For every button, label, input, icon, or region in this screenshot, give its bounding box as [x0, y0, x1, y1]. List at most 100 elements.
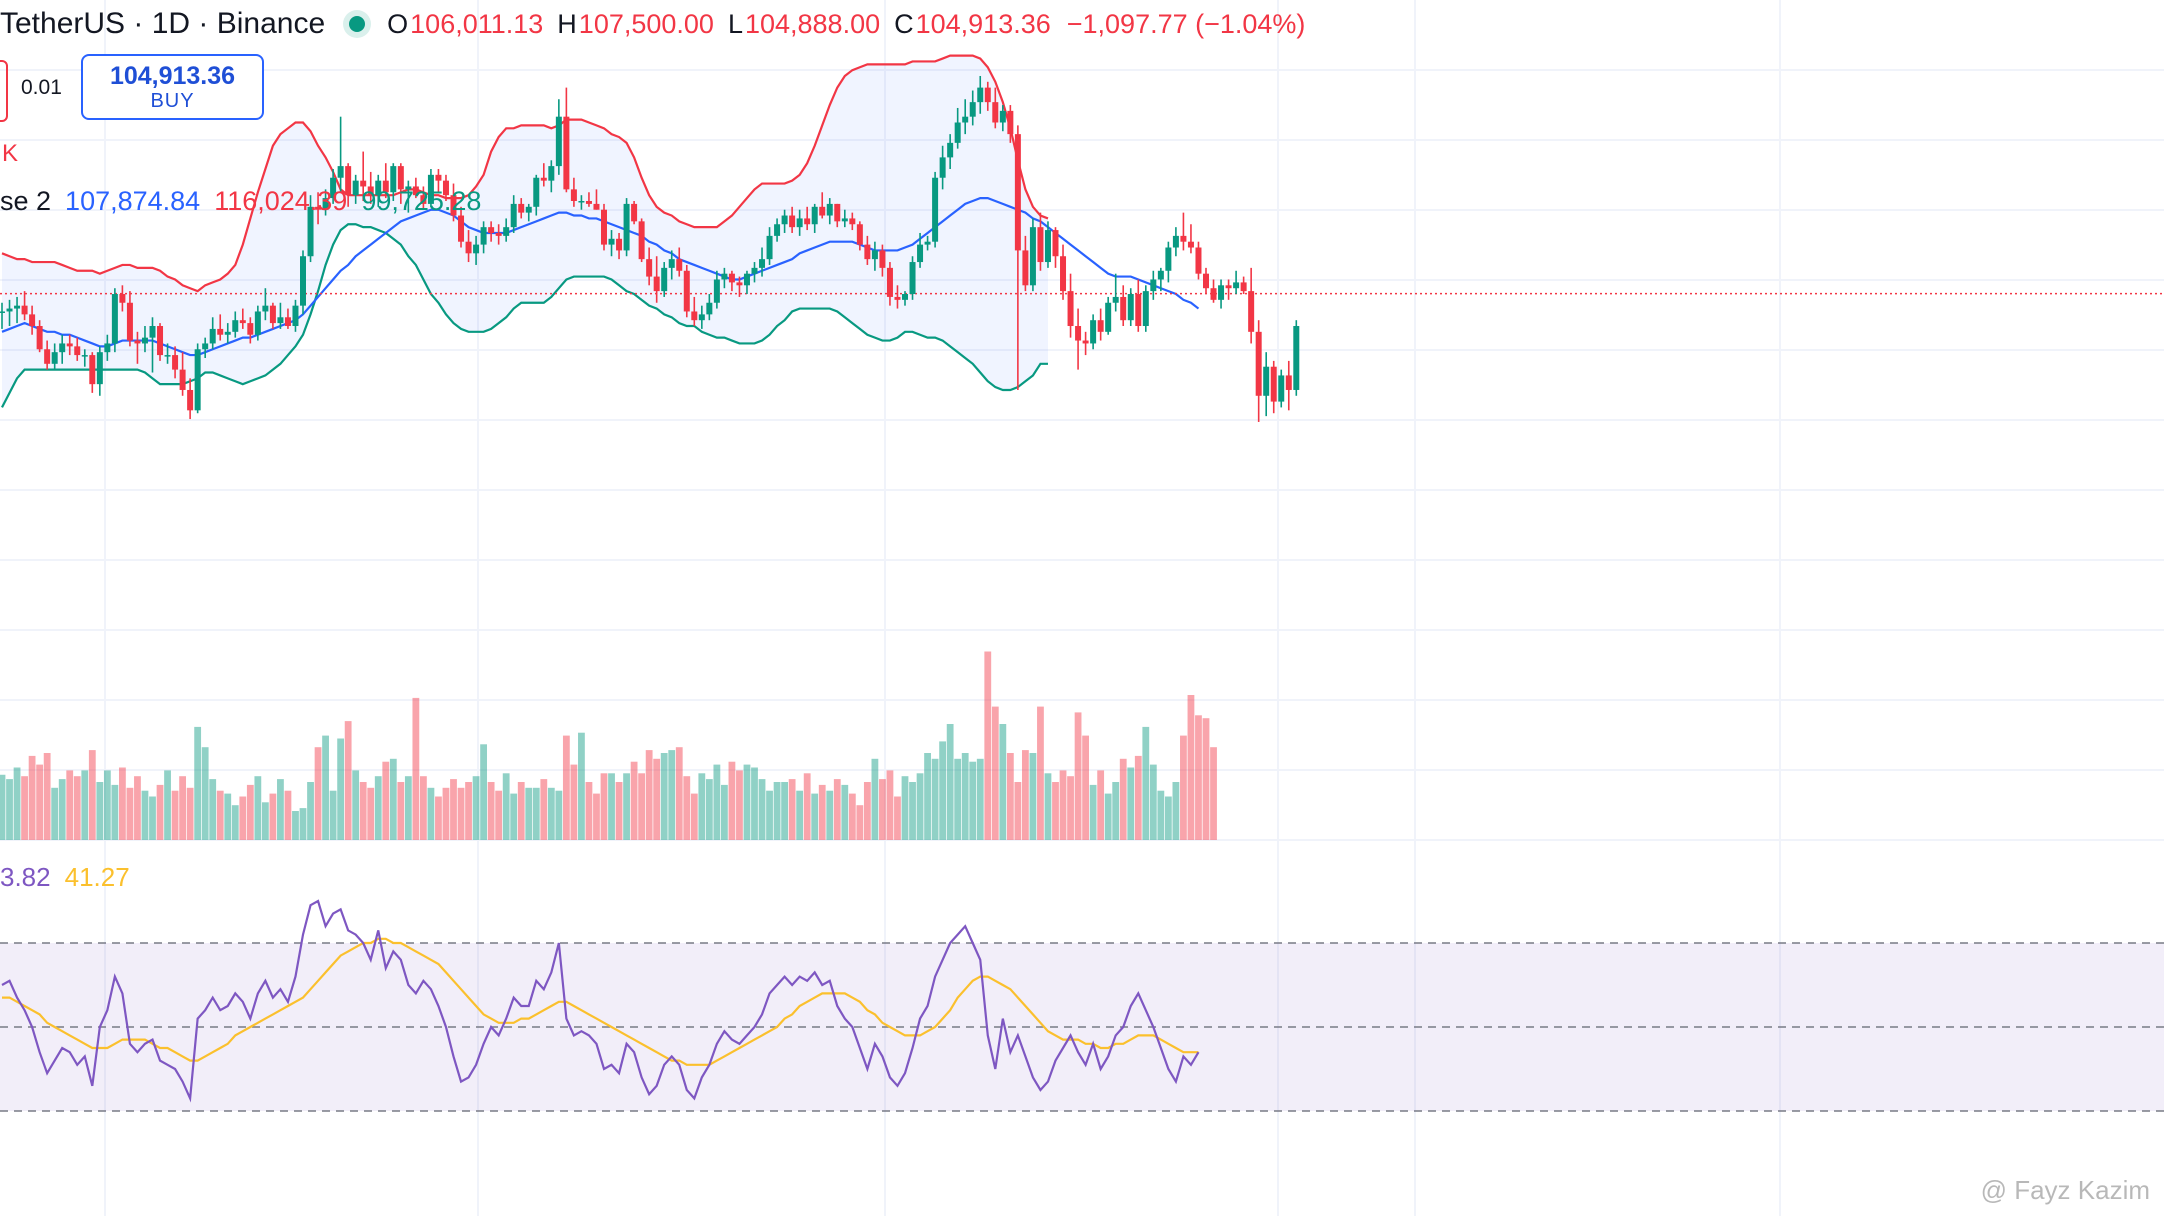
volume-bar: [668, 750, 676, 840]
volume-bar: [991, 706, 999, 840]
candle-body: [856, 224, 863, 245]
candle-body: [623, 203, 630, 251]
volume-bar: [487, 782, 495, 840]
candle-body: [954, 122, 961, 143]
symbol-title[interactable]: TetherUS · 1D · Binance: [0, 7, 326, 40]
volume-bar: [51, 787, 59, 840]
volume-bar: [435, 796, 442, 840]
volume-bar: [224, 793, 232, 840]
candle-body: [1120, 296, 1127, 321]
volume-bar: [916, 773, 924, 840]
candle-body: [164, 355, 171, 357]
candle-body: [36, 326, 43, 350]
indicator-label-k[interactable]: K: [2, 140, 19, 167]
volume-bar: [1074, 712, 1082, 840]
volume-bar: [322, 735, 329, 840]
candle-body: [841, 218, 848, 222]
rsi-legend[interactable]: 3.82 41.27: [0, 862, 130, 893]
candle-body: [405, 186, 412, 190]
volume-bar: [103, 770, 111, 840]
candle-body: [14, 305, 21, 309]
sell-button[interactable]: [0, 60, 8, 122]
volume-bar: [216, 790, 224, 840]
candle-body: [1082, 340, 1089, 344]
volume-bar: [149, 796, 156, 840]
volume-bar: [1052, 782, 1059, 840]
candle-body: [397, 166, 404, 190]
candle-body: [1029, 227, 1036, 286]
candle-body: [179, 369, 186, 390]
rsi-line: [1, 899, 1200, 1103]
volume-bar: [314, 747, 322, 840]
bb-basis-value: 107,874.84: [65, 186, 201, 216]
candle-body: [345, 166, 352, 196]
candle-body: [593, 203, 600, 210]
volume-bar: [1164, 796, 1172, 840]
candle-body: [352, 180, 359, 196]
buy-button[interactable]: 104,913.36 BUY: [81, 54, 264, 120]
candle-body: [480, 227, 487, 245]
volume-bar: [517, 782, 525, 840]
candle-body: [111, 294, 118, 344]
candle-body: [728, 273, 735, 283]
candle-body: [315, 206, 322, 210]
volume-bar: [1044, 773, 1052, 840]
candle-body: [947, 142, 954, 158]
candle-body: [638, 221, 645, 260]
volume-bar: [931, 758, 939, 840]
candle-body: [1112, 296, 1119, 303]
candle-body: [1172, 235, 1179, 248]
volume-bar: [886, 770, 894, 840]
candle-body: [713, 279, 720, 303]
volume-bar: [442, 787, 450, 840]
buy-price: 104,913.36: [109, 62, 236, 90]
candle-body: [518, 203, 525, 213]
bollinger-legend[interactable]: se 2 107,874.84 116,024.39 99,725.28: [0, 186, 481, 217]
low-label: L: [727, 8, 743, 39]
candle-body: [194, 349, 201, 411]
volume-bar: [495, 790, 503, 840]
candle-body: [977, 87, 984, 103]
candle-body: [239, 320, 246, 324]
candle-body: [442, 180, 449, 196]
volume-bar: [389, 758, 397, 840]
volume-bar: [555, 790, 563, 840]
close-label: C: [894, 8, 914, 39]
candle-body: [307, 206, 314, 257]
candle-body: [548, 166, 555, 181]
candle-body: [104, 343, 111, 353]
candle-body: [141, 337, 148, 344]
candle-body: [1270, 366, 1277, 402]
candle-body: [661, 267, 668, 292]
volume-bar: [457, 787, 465, 840]
candle-body: [751, 267, 758, 274]
volume-bar: [562, 735, 570, 840]
candle-body: [1157, 270, 1164, 280]
candle-body: [721, 273, 728, 280]
volume-bar: [600, 773, 608, 840]
order-quantity[interactable]: 0.01: [21, 76, 62, 99]
volume-bar: [261, 802, 269, 840]
volume-bar: [186, 787, 194, 840]
volume-bar: [450, 779, 457, 840]
market-status-icon: [349, 16, 366, 32]
volume-bar: [630, 761, 638, 840]
candle-body: [465, 241, 472, 254]
candle-body: [811, 206, 818, 225]
volume-bar: [1097, 770, 1105, 840]
candle-body: [6, 308, 13, 312]
volume-bar: [736, 770, 743, 840]
candle-body: [1037, 227, 1044, 263]
candle-body: [0, 311, 5, 313]
volume-bar: [13, 767, 21, 840]
candle-body: [879, 250, 886, 268]
candle-body: [691, 311, 698, 321]
candle-body: [736, 282, 743, 286]
candle-body: [1052, 230, 1059, 257]
candle-body: [232, 320, 239, 332]
volume-bar: [88, 750, 96, 840]
candle-body: [1127, 294, 1134, 321]
candle-body: [473, 244, 480, 254]
volume-bar: [871, 758, 879, 840]
